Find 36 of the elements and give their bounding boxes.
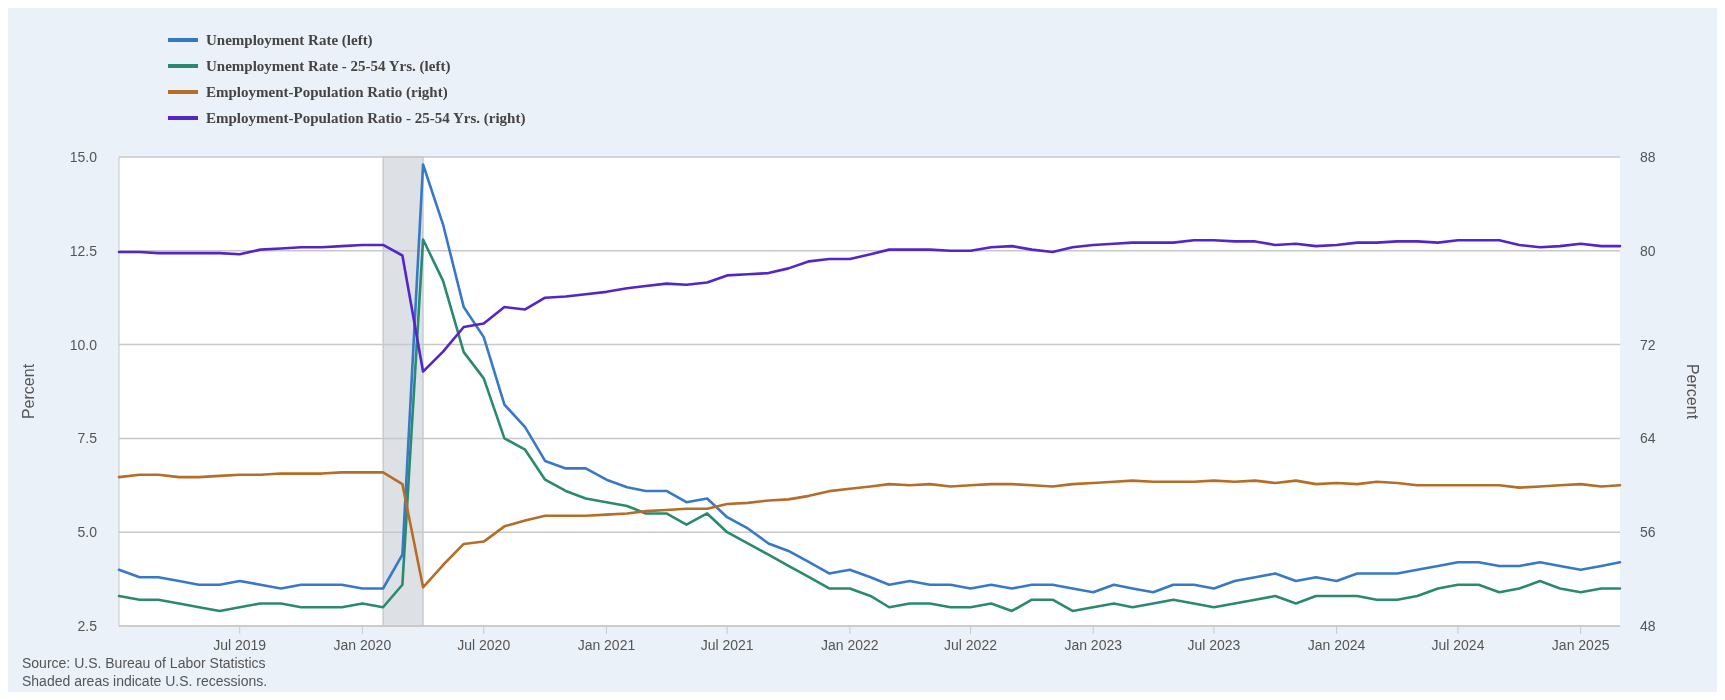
x-tick-label: Jan 2021 <box>577 637 636 653</box>
x-tick-label: Jan 2022 <box>821 637 879 653</box>
x-tick-label: Jan 2023 <box>1064 637 1123 653</box>
x-tick-label: Jul 2023 <box>1187 637 1241 653</box>
x-tick-label: Jul 2021 <box>700 637 754 653</box>
x-tick-label: Jul 2024 <box>1431 637 1485 653</box>
x-tick-label: Jan 2020 <box>333 637 392 653</box>
y-axis-title: Percent <box>20 363 37 420</box>
legend-label: Unemployment Rate - 25-54 Yrs. (left) <box>206 58 451 75</box>
y-tick-label: 15.0 <box>69 149 98 165</box>
text: Shaded areas indicate U.S. recessions. <box>22 673 268 689</box>
y2-tick-label: 80 <box>1640 242 1656 259</box>
y-tick-label: 5.0 <box>77 524 98 541</box>
x-tick-label: Jul 2020 <box>457 637 511 653</box>
line-series <box>117 163 1622 594</box>
y-tick-label: 7.5 <box>77 430 98 447</box>
y2-tick-label: 72 <box>1640 336 1656 353</box>
y-tick-label: 10.0 <box>69 336 98 353</box>
source-note: Source: U.S. Bureau of Labor Statistics <box>22 655 266 671</box>
line-series <box>117 471 1622 589</box>
x-tick-label: Jul 2022 <box>944 637 998 653</box>
x-tick-label: Jan 2025 <box>1551 637 1610 653</box>
y2-tick-label: 48 <box>1640 618 1656 634</box>
y2-tick-label: 64 <box>1640 430 1656 447</box>
line-series <box>117 238 1622 373</box>
legend-label: Employment-Population Ratio - 25-54 Yrs. (right) <box>206 110 526 127</box>
legend-label: Employment-Population Ratio (right) <box>206 84 448 101</box>
x-tick-label: Jul 2019 <box>213 637 267 653</box>
x-tick-label: Jan 2024 <box>1307 637 1366 653</box>
y-tick-label: 12.5 <box>69 242 98 259</box>
y-tick-label: 2.5 <box>77 618 98 634</box>
y2-tick-label: 88 <box>1640 149 1656 165</box>
y2-tick-label: 56 <box>1640 524 1656 541</box>
y2-axis-title: Percent <box>1684 363 1701 420</box>
legend-label: Unemployment Rate (left) <box>206 32 373 49</box>
line-series <box>117 238 1622 613</box>
